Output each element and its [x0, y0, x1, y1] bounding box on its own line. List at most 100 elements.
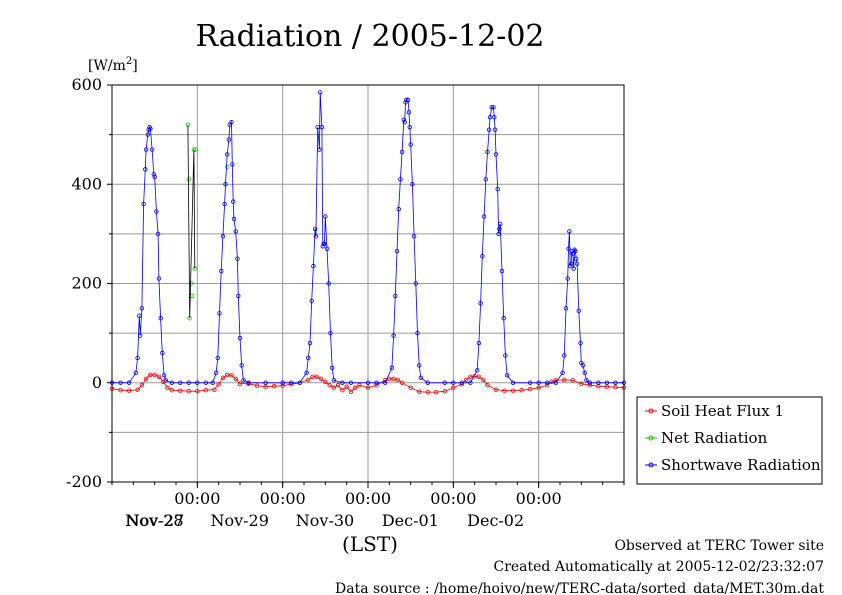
data-point	[318, 376, 324, 381]
data-point	[374, 383, 379, 388]
data-point	[323, 379, 328, 384]
data-point	[357, 383, 362, 388]
data-point	[481, 214, 487, 219]
data-point	[315, 124, 320, 130]
data-point	[496, 231, 501, 237]
data-point	[195, 388, 200, 394]
data-point	[237, 335, 243, 341]
connector-lines	[187, 124, 196, 319]
data-point	[216, 382, 221, 387]
data-point	[237, 381, 243, 386]
data-point	[483, 177, 488, 182]
data-point	[169, 387, 174, 393]
data-point	[476, 374, 482, 379]
legend-swatch-marker	[648, 435, 654, 441]
data-point	[139, 383, 145, 388]
data-point	[324, 246, 330, 251]
data-point	[495, 187, 500, 192]
data-point	[485, 149, 490, 155]
data-point	[407, 124, 413, 130]
data-point	[353, 385, 358, 390]
data-point	[280, 380, 285, 385]
data-point	[582, 370, 587, 376]
data-point	[489, 105, 494, 110]
data-point	[574, 256, 579, 261]
data-point	[510, 388, 516, 393]
connector-line	[187, 124, 196, 319]
data-point	[408, 142, 413, 147]
data-point	[307, 340, 313, 346]
legend-label: Shortwave Radiation	[661, 456, 821, 474]
data-point	[310, 374, 315, 379]
data-point	[459, 380, 465, 385]
data-point	[567, 229, 572, 234]
data-point	[562, 353, 567, 358]
data-point	[329, 365, 335, 371]
data-point	[566, 246, 571, 251]
footer-line1: Observed at TERC Tower site	[614, 538, 824, 554]
data-point	[126, 380, 132, 385]
data-point	[151, 172, 157, 177]
data-point	[241, 378, 246, 383]
x-axis-label: (LST)	[342, 532, 398, 556]
data-point	[491, 105, 496, 110]
legend-swatch-marker	[648, 462, 654, 468]
footer-line3: Data source : /home/hoivo/new/TERC-data/…	[335, 581, 824, 595]
data-point	[510, 380, 516, 385]
data-point	[391, 333, 396, 338]
data-point	[413, 281, 418, 286]
data-point	[230, 162, 235, 167]
data-point	[395, 377, 401, 382]
data-point	[152, 174, 157, 180]
data-point	[235, 256, 240, 261]
data-point	[319, 124, 325, 130]
data-point	[485, 383, 490, 388]
data-point	[148, 372, 153, 378]
legend-swatch-marker	[648, 408, 654, 414]
data-point	[220, 375, 226, 380]
data-point	[195, 380, 200, 385]
data-point	[415, 330, 420, 336]
data-point	[404, 97, 409, 103]
data-point	[405, 97, 411, 103]
data-point	[501, 316, 506, 321]
data-point	[229, 120, 234, 125]
data-point	[133, 370, 139, 376]
chart-title: Radiation / 2005-12-02	[195, 19, 544, 54]
data-point	[568, 261, 574, 266]
data-point	[408, 385, 413, 390]
data-point	[155, 231, 161, 237]
y-tick-label: 0	[92, 373, 102, 392]
data-point	[263, 380, 268, 385]
data-point	[418, 375, 424, 380]
data-point	[137, 333, 143, 338]
y-tick-label: 200	[71, 274, 102, 293]
data-point	[230, 199, 236, 204]
data-point	[487, 115, 493, 120]
data-point	[317, 147, 322, 152]
data-point	[154, 209, 159, 214]
data-point	[143, 167, 148, 172]
data-point	[327, 383, 332, 388]
data-point	[389, 365, 395, 371]
data-point	[340, 387, 345, 393]
data-point	[549, 379, 554, 384]
data-point	[348, 380, 354, 385]
data-point	[493, 387, 499, 392]
data-point	[406, 110, 412, 115]
data-point	[304, 370, 309, 376]
data-point	[571, 266, 576, 271]
data-point	[280, 383, 285, 388]
legend: Soil Heat Flux 1 Net Radiation Shortwave R…	[636, 396, 823, 485]
data-point	[563, 306, 569, 311]
data-point	[135, 355, 140, 361]
data-point	[289, 380, 294, 385]
data-point	[570, 251, 575, 256]
y-tick-label: 600	[71, 75, 102, 94]
data-point	[476, 340, 482, 346]
data-point	[492, 127, 498, 132]
series-line	[112, 92, 624, 384]
data-point	[314, 374, 319, 379]
data-point	[394, 249, 400, 254]
data-point	[118, 380, 123, 385]
